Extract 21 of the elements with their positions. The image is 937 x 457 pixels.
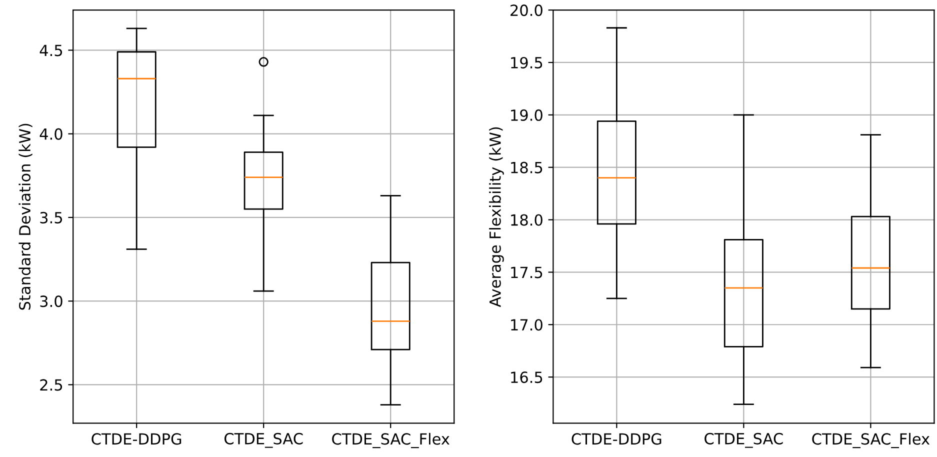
y-axis-title: Standard Deviation (kW) [18,124,32,310]
y-tick-label: 18.5 [511,162,542,174]
y-tick-label: 19.5 [511,56,542,69]
y-tick-label: 20.0 [510,4,542,16]
x-tick-label: CTDE_SAC [224,432,303,448]
y-tick-label: 4.5 [40,44,62,56]
y-tick-label: 4.0 [40,128,62,140]
y-tick-label: 17.0 [511,319,542,331]
y-tick-label: 3.5 [40,212,62,224]
y-tick-label: 19.0 [511,109,542,121]
x-tick-label: CTDE_SAC_Flex [812,432,930,448]
y-tick-label: 18.0 [511,214,542,226]
y-tick-label: 3.0 [40,296,62,308]
x-tick-label: CTDE-DDPG [572,433,662,445]
y-tick-label: 17.5 [511,266,542,278]
y-axis-title: Average Flexibility (kW) [489,127,504,308]
x-tick-label: CTDE_SAC [704,432,783,448]
x-tick-label: CTDE_SAC_Flex [332,432,450,448]
y-tick-label: 16.5 [511,372,542,384]
y-tick-label: 2.5 [40,379,62,391]
x-tick-label: CTDE-DDPG [92,433,182,445]
